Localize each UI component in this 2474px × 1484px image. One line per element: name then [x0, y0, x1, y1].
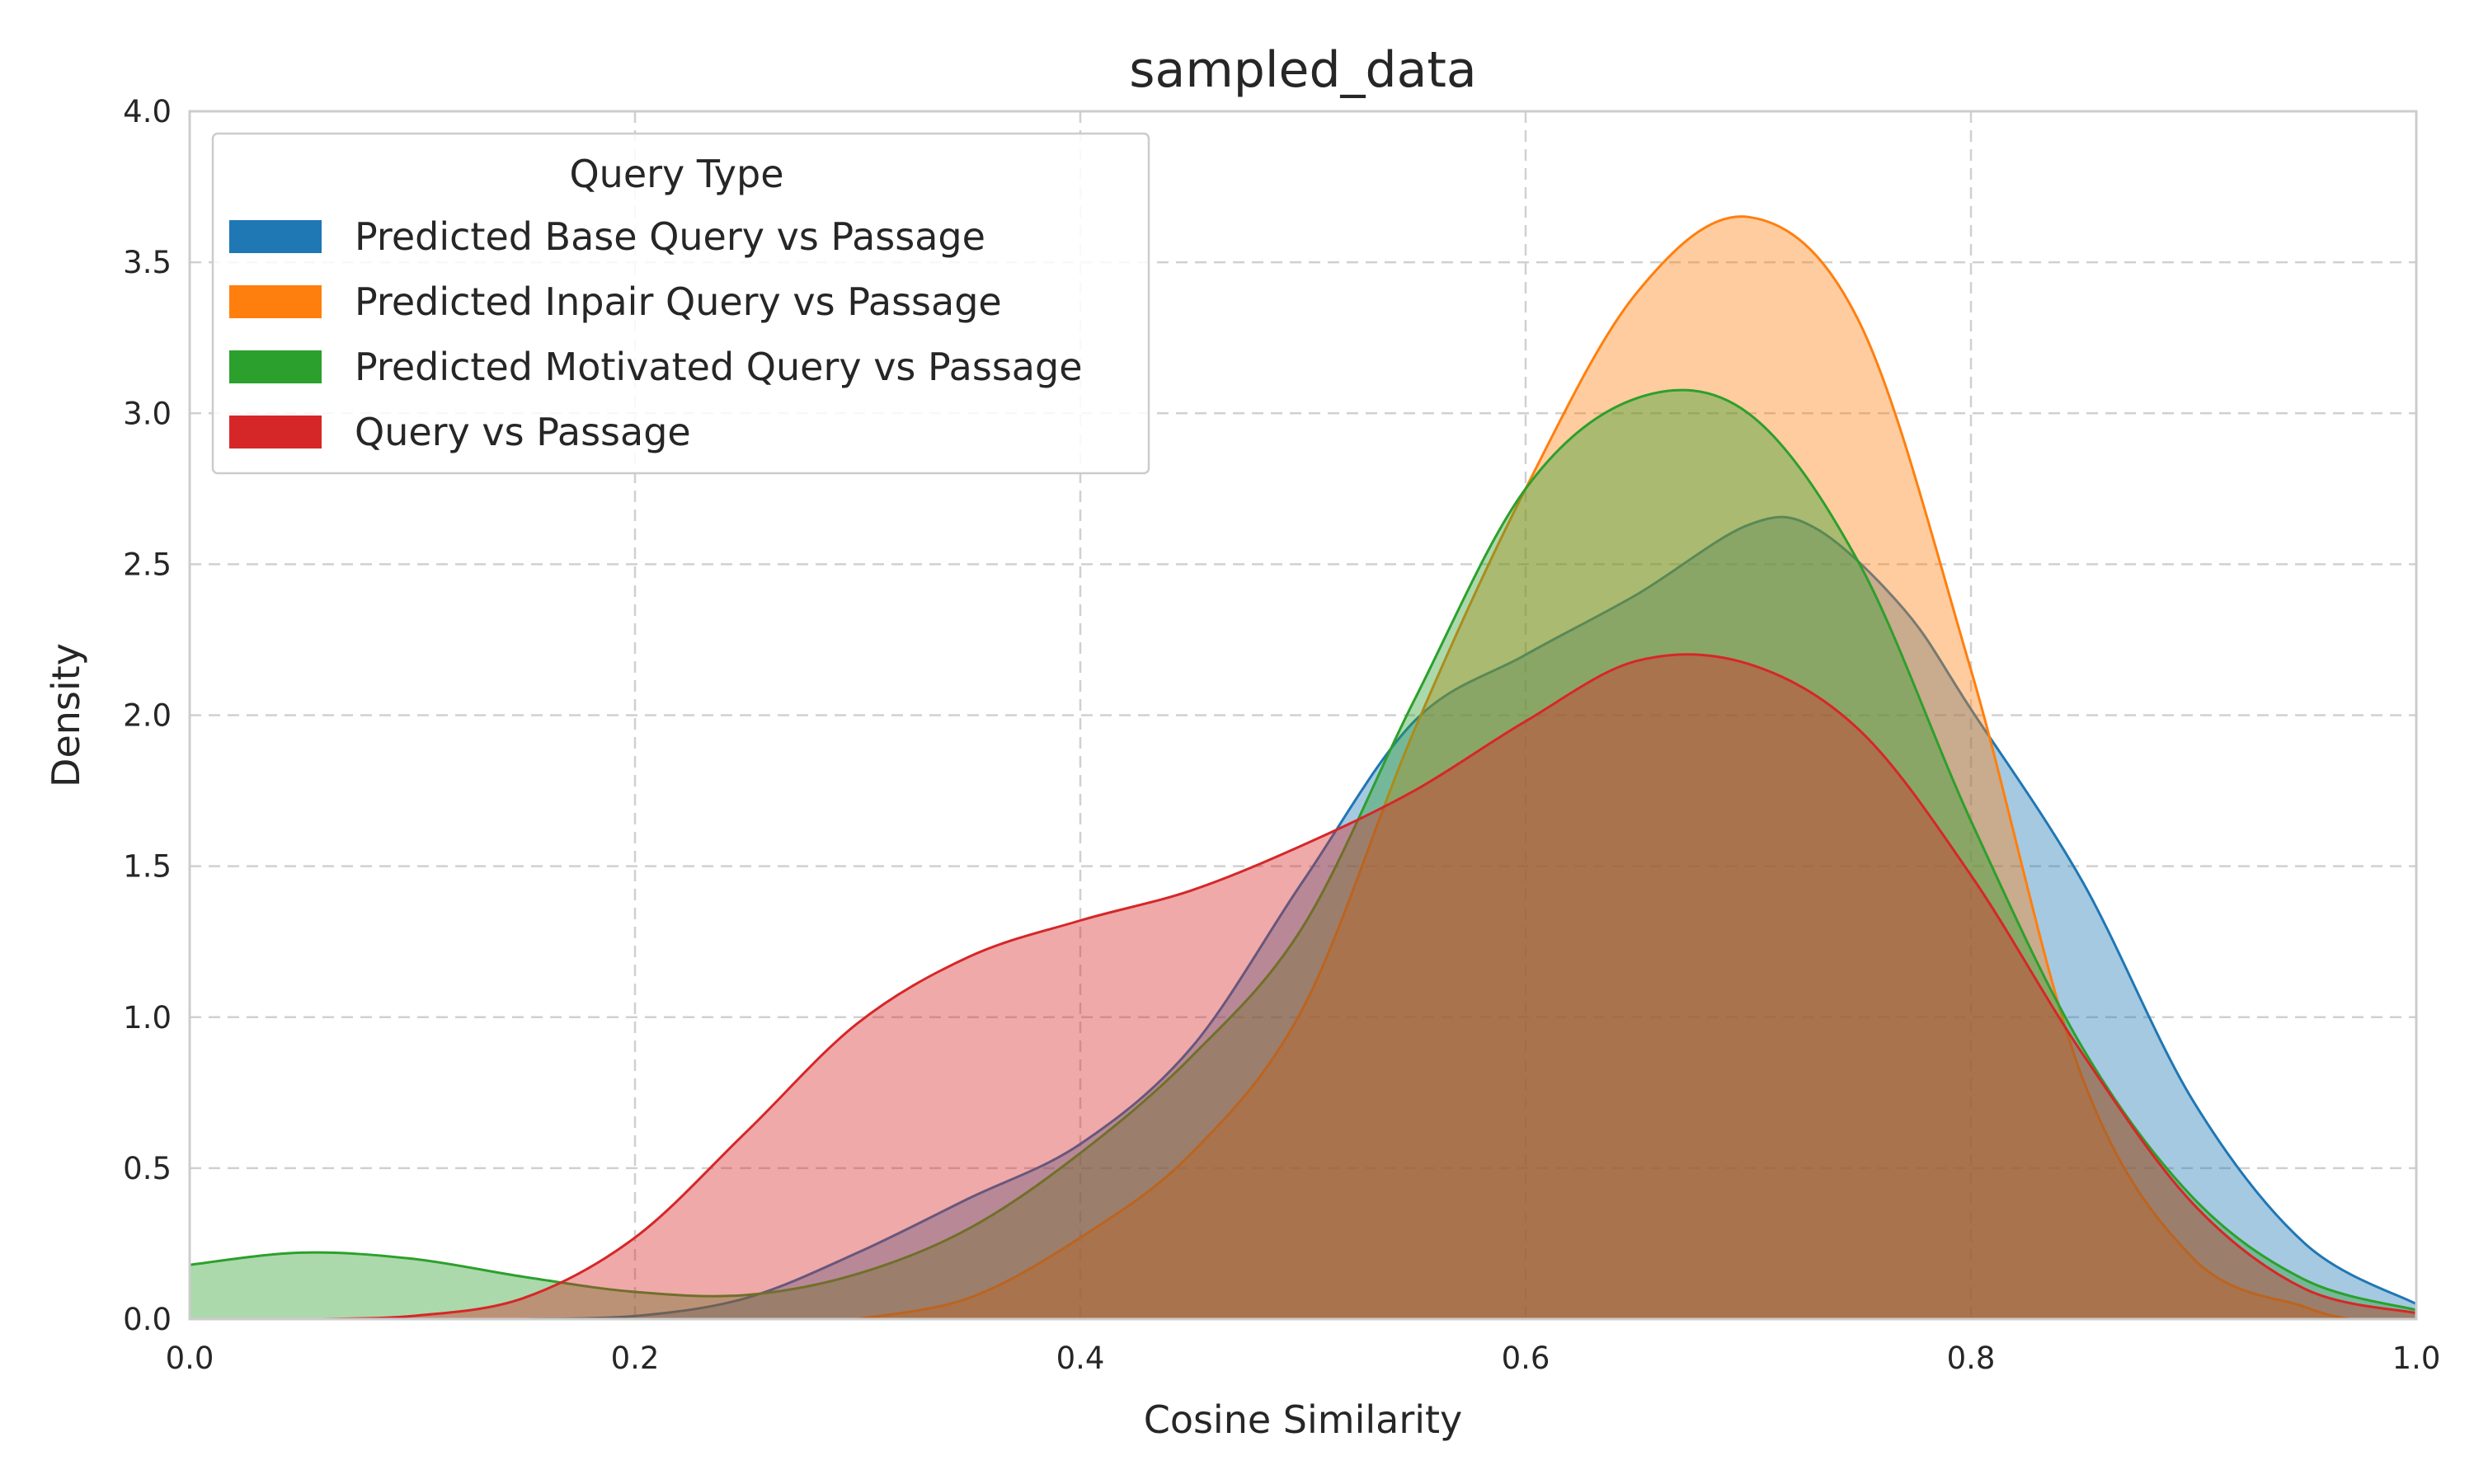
density-line	[857, 215, 2350, 1321]
y-tick-label: 2.5	[123, 547, 172, 582]
density-line	[189, 388, 2417, 1312]
chart-title: sampled_data	[1129, 41, 1476, 99]
density-area	[858, 216, 2349, 1319]
legend-title: Query Type	[569, 152, 783, 196]
legend-box	[211, 132, 1150, 475]
legend-label: Predicted Base Query vs Passage	[355, 214, 985, 259]
density-area	[190, 390, 2416, 1319]
x-tick-label: 0.8	[1947, 1341, 1996, 1376]
density-area	[323, 654, 2416, 1319]
y-tick-label: 1.0	[123, 1000, 172, 1036]
x-tick-label: 1.0	[2392, 1341, 2441, 1376]
legend-label: Predicted Motivated Query vs Passage	[355, 345, 1083, 389]
density-line	[523, 515, 2417, 1321]
series-0	[523, 515, 2417, 1321]
legend-swatch	[229, 416, 322, 448]
y-tick-label: 2.0	[123, 698, 172, 734]
x-axis-label: Cosine Similarity	[1144, 1397, 1463, 1442]
series-3	[322, 653, 2417, 1321]
x-tick-label: 0.6	[1502, 1341, 1550, 1376]
legend-item: Predicted Inpair Query vs Passage	[229, 279, 1002, 324]
series-layer	[189, 215, 2417, 1321]
legend-swatch	[229, 350, 322, 383]
series-2	[189, 388, 2417, 1319]
tick-labels: 0.0 0.2 0.4 0.6 0.8 1.0 0.0 0.5 1.0 1.5 2.0 2.5 3.0 3…	[123, 94, 2440, 1376]
y-tick-label: 1.5	[123, 849, 172, 885]
x-tick-label: 0.4	[1056, 1341, 1105, 1376]
legend-label: Query vs Passage	[355, 410, 691, 454]
legend-swatch	[229, 220, 322, 253]
legend-label: Predicted Inpair Query vs Passage	[355, 279, 1002, 324]
legend-item: Predicted Base Query vs Passage	[229, 214, 985, 259]
y-tick-label: 0.5	[123, 1151, 172, 1186]
legend-swatch	[229, 285, 322, 318]
density-line	[322, 653, 2417, 1321]
y-axis-label: Density	[44, 643, 88, 787]
y-tick-label: 3.0	[123, 396, 172, 431]
y-tick-label: 0.0	[123, 1302, 172, 1337]
density-area	[524, 517, 2416, 1319]
legend: Query Type Predicted Base Query vs Passa…	[211, 132, 1150, 475]
x-tick-label: 0.0	[166, 1341, 214, 1376]
legend-item: Predicted Motivated Query vs Passage	[229, 345, 1083, 389]
legend-items: Predicted Base Query vs Passage Predicted…	[229, 214, 1083, 454]
y-tick-label: 4.0	[123, 94, 172, 129]
y-tick-label: 3.5	[123, 245, 172, 280]
series-1	[857, 215, 2350, 1321]
plot-frame	[188, 110, 2418, 1321]
x-tick-label: 0.2	[611, 1341, 660, 1376]
legend-item: Query vs Passage	[229, 410, 691, 454]
